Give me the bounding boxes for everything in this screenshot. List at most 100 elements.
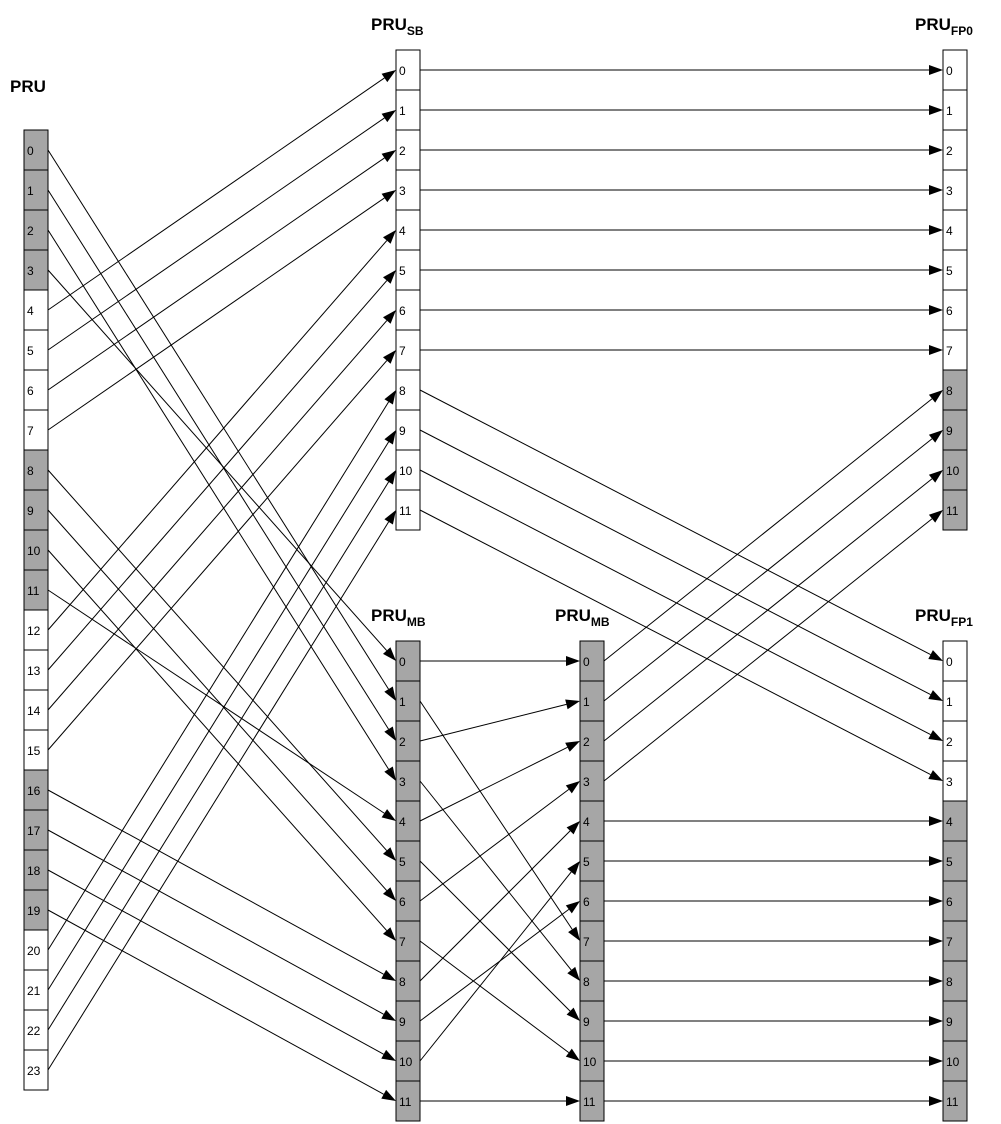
pru-cell-label: 12 <box>27 624 41 638</box>
wire-pru-sb-8-to-pru-fp1-0 <box>419 389 931 656</box>
arrowhead <box>929 976 943 986</box>
pru-fp0-cell-label: 2 <box>946 144 953 158</box>
wire-pru-8-to-pru-mb-1-5 <box>47 469 388 851</box>
pru-sb-cell-label: 9 <box>399 424 406 438</box>
arrowhead <box>929 856 943 866</box>
pru-mb-1-cell-label: 7 <box>399 935 406 949</box>
pru-cell-6 <box>23 369 49 411</box>
arrowhead <box>381 969 396 981</box>
arrowhead <box>567 861 580 876</box>
pru-fp1-cell-label: 7 <box>946 935 953 949</box>
pru-cell-20 <box>23 929 49 971</box>
pru-mb-1-cell-label: 1 <box>399 695 406 709</box>
wire-pru-13-to-pru-sb-5 <box>47 280 388 671</box>
pru-cell-label: 1 <box>27 184 34 198</box>
pru-sb-cell-label: 7 <box>399 344 406 358</box>
pru-fp0-cell-11 <box>942 489 968 531</box>
pru-fp0-cell-7 <box>942 329 968 371</box>
pru-mb-1-cell-label: 8 <box>399 975 406 989</box>
pru-fp0-cell-label: 8 <box>946 384 953 398</box>
title-pru: PRU <box>10 77 46 96</box>
arrowhead <box>929 185 943 195</box>
pru-fp0-cell-label: 1 <box>946 104 953 118</box>
pru-mb-1-cell-label: 6 <box>399 895 406 909</box>
pru-fp0-cell-6 <box>942 289 968 331</box>
wire-pru-1-to-pru-mb-1-2 <box>47 189 389 730</box>
pru-mb-2-cell-0 <box>579 640 605 682</box>
pru-fp1-cell-label: 2 <box>946 735 953 749</box>
arrowhead <box>381 190 396 203</box>
arrowhead <box>929 1096 943 1106</box>
arrowhead <box>565 741 580 752</box>
arrowhead <box>566 1096 580 1106</box>
arrowhead <box>568 926 580 941</box>
arrowhead <box>929 896 943 906</box>
pru-mb-1-cell-0 <box>395 640 421 682</box>
pru-fp0-cell-label: 3 <box>946 184 953 198</box>
arrowhead <box>384 726 396 741</box>
pru-cell-label: 4 <box>27 304 34 318</box>
arrowhead <box>928 510 943 523</box>
pru-fp0-cell-0 <box>942 49 968 91</box>
arrowhead <box>928 470 943 483</box>
wire-pru-23-to-pru-sb-11 <box>47 521 390 1071</box>
pru-mb-2-cell-label: 2 <box>583 735 590 749</box>
pru-mb-2-cell-label: 1 <box>583 695 590 709</box>
arrowhead <box>565 901 580 914</box>
array-pru-fp1: 0 1 2 3 4 5 6 7 8 9 10 11 <box>942 640 968 1122</box>
pru-cell-11 <box>23 569 49 611</box>
wire-pru-10-to-pru-mb-1-7 <box>47 549 388 931</box>
pru-fp1-cell-10 <box>942 1040 968 1082</box>
pru-mb-2-cell-11 <box>579 1080 605 1122</box>
wire-pru-sb-11-to-pru-fp1-3 <box>419 509 931 776</box>
array-pru-mb-1: 0 1 2 3 4 5 6 7 8 9 10 11 <box>395 640 421 1122</box>
pru-mb-1-cell-9 <box>395 1000 421 1042</box>
pru-mb-2-cell-4 <box>579 800 605 842</box>
pru-cell-label: 15 <box>27 744 41 758</box>
pru-cell-label: 5 <box>27 344 34 358</box>
pru-cell-label: 2 <box>27 224 34 238</box>
pru-sb-cell-label: 1 <box>399 104 406 118</box>
pru-cell-1 <box>23 169 49 211</box>
wire-pru-mb-2-2-to-pru-fp0-10 <box>603 478 933 742</box>
pru-sb-cell-label: 5 <box>399 264 406 278</box>
pru-fp0-cell-10 <box>942 449 968 491</box>
arrowhead <box>929 816 943 826</box>
pru-fp1-cell-6 <box>942 880 968 922</box>
pru-fp0-cell-label: 0 <box>946 64 953 78</box>
arrowhead <box>383 230 396 244</box>
pru-sb-cell-label: 10 <box>399 464 413 478</box>
wire-pru-19-to-pru-mb-1-11 <box>47 909 384 1095</box>
pru-sb-cell-9 <box>395 409 421 451</box>
arrowhead <box>384 390 396 405</box>
pru-fp0-cell-5 <box>942 249 968 291</box>
pru-mb-2-cell-label: 3 <box>583 775 590 789</box>
wire-pru-0-to-pru-mb-1-1 <box>47 149 389 690</box>
pru-cell-14 <box>23 689 49 731</box>
pru-fp0-cell-label: 5 <box>946 264 953 278</box>
wire-pru-18-to-pru-mb-1-10 <box>47 869 384 1055</box>
wire-pru-mb-2-0-to-pru-fp0-8 <box>603 398 933 662</box>
arrowhead <box>929 225 943 235</box>
pru-mb-1-cell-label: 2 <box>399 735 406 749</box>
pru-fp0-cell-label: 11 <box>946 504 959 518</box>
pru-sb-cell-10 <box>395 449 421 491</box>
arrowhead <box>565 781 580 794</box>
arrowhead <box>381 809 396 821</box>
arrowhead <box>381 110 396 123</box>
arrowhead <box>929 145 943 155</box>
pru-cell-7 <box>23 409 49 451</box>
pru-mb-2-cell-label: 0 <box>583 655 590 669</box>
arrowhead <box>929 345 943 355</box>
arrowhead <box>928 390 943 403</box>
pru-cell-21 <box>23 969 49 1011</box>
pru-cell-10 <box>23 529 49 571</box>
array-pru-sb: 0 1 2 3 4 5 6 7 8 9 10 11 <box>395 49 421 531</box>
arrowhead <box>565 699 580 710</box>
arrowhead <box>381 1049 396 1061</box>
wire-pru-20-to-pru-sb-8 <box>47 401 390 951</box>
wire-pru-15-to-pru-sb-7 <box>47 360 388 751</box>
pru-fp0-cell-label: 4 <box>946 224 953 238</box>
pru-cell-label: 23 <box>27 1064 41 1078</box>
pru-sb-cell-11 <box>395 489 421 531</box>
